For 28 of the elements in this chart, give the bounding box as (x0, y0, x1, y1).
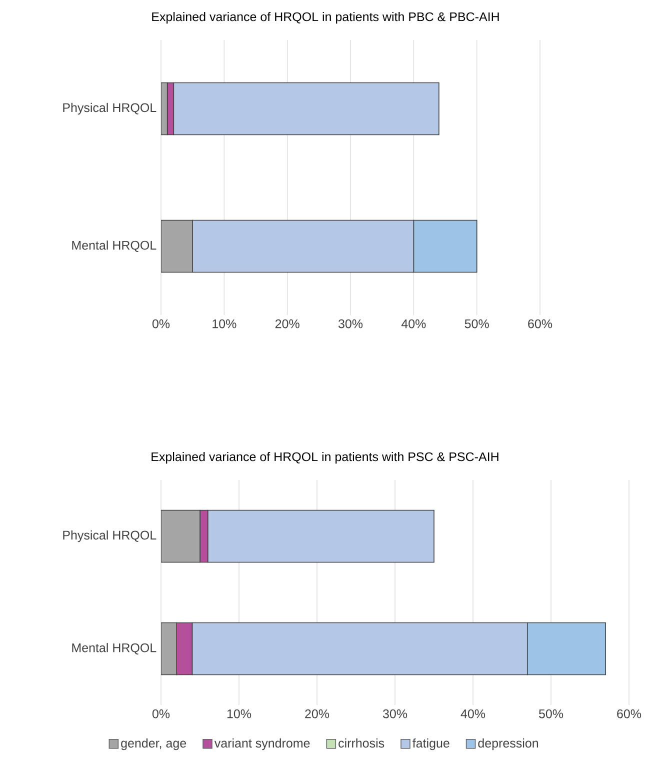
chart-title: Explained variance of HRQOL in patients with PSC & PSC-AIH (152, 452, 498, 464)
x-tick-label: 30% (382, 709, 408, 718)
x-tick-label: 10% (212, 319, 236, 328)
chart-title: Explained variance of HRQOL in patients with PBC & PBC-AIH (152, 12, 499, 24)
y-tick-label: Mental HRQOL (72, 643, 156, 654)
y-tick-label: Physical HRQOL (63, 530, 156, 542)
x-tick-label: 20% (275, 319, 300, 328)
bar (161, 622, 177, 676)
x-tick-label: 30% (338, 319, 363, 328)
legend-label: cirrhosis (338, 738, 384, 748)
legend-label: fatigue (412, 738, 450, 750)
y-tick-label: Physical HRQOL (63, 102, 156, 115)
x-tick-label: 40% (401, 319, 426, 328)
x-tick-label: 50% (464, 319, 489, 328)
x-tick-label: 0% (152, 319, 170, 328)
x-tick-label: 50% (538, 709, 564, 718)
legend-label: gender, age (121, 738, 186, 750)
bar (161, 220, 193, 273)
x-tick-label: 0% (152, 709, 170, 718)
x-tick-label: 60% (528, 319, 552, 328)
x-tick-label: 60% (617, 709, 642, 718)
legend-label: variant syndrome (214, 738, 310, 750)
x-tick-label: 40% (460, 709, 486, 718)
y-tick-label: Mental HRQOL (72, 240, 156, 252)
x-tick-label: 10% (227, 709, 252, 718)
x-tick-label: 20% (305, 709, 330, 718)
bar (161, 510, 200, 563)
legend-label: depression (478, 738, 538, 750)
